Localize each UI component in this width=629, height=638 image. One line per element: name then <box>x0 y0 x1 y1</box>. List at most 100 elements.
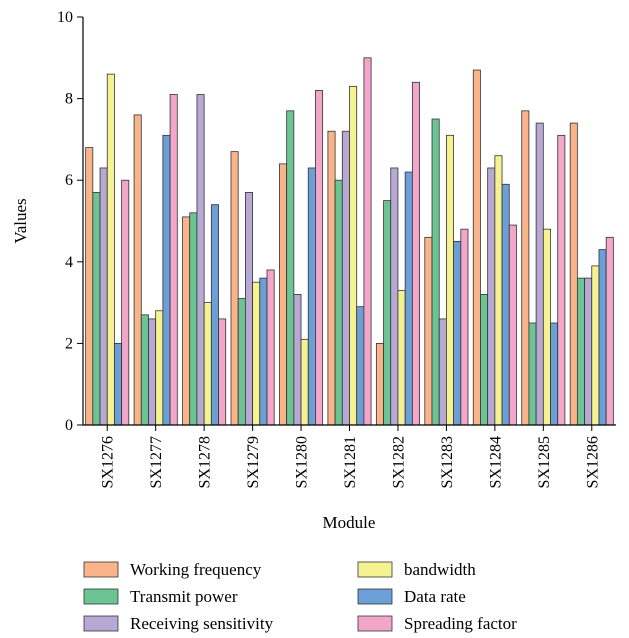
y-tick-label: 10 <box>57 9 73 26</box>
legend-swatch-spreading-factor <box>357 615 393 632</box>
bar-sx1286-receiving-sensitivity <box>584 277 593 426</box>
bar-sx1278-bandwidth <box>203 302 212 426</box>
bar-sx1283-data-rate <box>453 240 462 426</box>
legend-label-spreading-factor: Spreading factor <box>404 614 517 633</box>
bar-sx1281-working-frequency <box>327 130 336 426</box>
bar-sx1278-receiving-sensitivity <box>196 94 205 426</box>
x-axis-title: Module <box>323 513 376 532</box>
bar-sx1282-receiving-sensitivity <box>390 167 399 426</box>
bar-sx1282-bandwidth <box>397 289 406 426</box>
legend-label-bandwidth: bandwidth <box>404 560 476 579</box>
bar-sx1283-working-frequency <box>424 236 433 426</box>
bar-sx1279-working-frequency <box>230 151 239 426</box>
bar-sx1285-transmit-power <box>528 322 537 426</box>
bar-sx1283-transmit-power <box>431 118 440 426</box>
x-tick-label: SX1280 <box>294 436 311 488</box>
bar-sx1286-data-rate <box>598 249 607 426</box>
bar-sx1277-spreading-factor <box>169 94 178 426</box>
bar-sx1281-bandwidth <box>349 85 358 426</box>
bar-sx1285-spreading-factor <box>557 134 566 426</box>
legend-swatch-transmit-power <box>83 588 119 605</box>
bar-sx1283-spreading-factor <box>460 228 469 426</box>
bar-sx1277-receiving-sensitivity <box>148 318 157 426</box>
bar-sx1284-working-frequency <box>472 69 481 426</box>
bar-sx1278-working-frequency <box>182 216 191 426</box>
bar-sx1282-spreading-factor <box>411 81 420 426</box>
bar-sx1286-spreading-factor <box>605 236 614 426</box>
legend-label-data-rate: Data rate <box>404 587 466 606</box>
bars-group <box>85 57 614 426</box>
bar-sx1278-data-rate <box>210 204 219 426</box>
bar-sx1279-transmit-power <box>237 298 246 426</box>
bar-sx1285-data-rate <box>550 322 559 426</box>
y-tick-label: 2 <box>65 335 73 352</box>
x-tick-label: SX1281 <box>342 436 359 488</box>
legend-label-working-frequency: Working frequency <box>130 560 262 579</box>
bar-sx1280-working-frequency <box>279 163 288 426</box>
bar-sx1279-receiving-sensitivity <box>244 192 253 426</box>
bar-sx1284-transmit-power <box>480 294 489 426</box>
bar-sx1280-spreading-factor <box>315 90 324 426</box>
x-tick-label: SX1283 <box>439 436 456 488</box>
legend-swatch-working-frequency <box>83 561 119 578</box>
legend-swatch-receiving-sensitivity <box>83 615 119 632</box>
bar-sx1282-working-frequency <box>375 342 384 426</box>
bar-sx1284-bandwidth <box>494 155 503 426</box>
bar-sx1276-bandwidth <box>106 73 115 426</box>
x-tick-label: SX1284 <box>487 436 504 488</box>
x-tick-label: SX1279 <box>245 436 262 488</box>
bar-sx1285-receiving-sensitivity <box>535 122 544 426</box>
bar-sx1281-receiving-sensitivity <box>341 130 350 426</box>
x-ticks-group: SX1276 SX1277 SX1278 SX1279 SX1280 SX1281 SX12… <box>100 425 601 488</box>
bar-sx1280-receiving-sensitivity <box>293 294 302 426</box>
bar-sx1277-transmit-power <box>140 314 149 426</box>
y-tick-label: 4 <box>65 254 73 271</box>
x-tick-label: SX1282 <box>391 436 408 488</box>
bar-sx1286-bandwidth <box>591 265 600 426</box>
bar-sx1281-data-rate <box>356 306 365 426</box>
bar-sx1281-spreading-factor <box>363 57 372 426</box>
bar-sx1281-transmit-power <box>334 179 343 426</box>
bar-sx1277-working-frequency <box>133 114 142 426</box>
bar-sx1284-spreading-factor <box>508 224 517 426</box>
legend-label-transmit-power: Transmit power <box>130 587 238 606</box>
legend-swatch-data-rate <box>357 588 393 605</box>
bar-sx1279-spreading-factor <box>266 269 275 426</box>
bar-sx1276-spreading-factor <box>121 179 130 426</box>
bar-sx1277-data-rate <box>162 134 171 426</box>
bar-sx1280-bandwidth <box>300 338 309 426</box>
y-tick-label: 6 <box>65 172 73 189</box>
y-tick-label: 0 <box>65 417 73 434</box>
bar-sx1284-receiving-sensitivity <box>487 167 496 426</box>
bar-sx1278-spreading-factor <box>218 318 227 426</box>
bar-sx1276-working-frequency <box>85 147 94 426</box>
bar-sx1286-transmit-power <box>576 277 585 426</box>
bar-sx1276-transmit-power <box>92 192 101 426</box>
bar-sx1279-data-rate <box>259 277 268 426</box>
x-tick-label: SX1276 <box>100 436 117 488</box>
bar-sx1278-transmit-power <box>189 212 198 426</box>
x-tick-label: SX1285 <box>536 436 553 488</box>
bar-sx1277-bandwidth <box>155 310 164 426</box>
bar-sx1286-working-frequency <box>569 122 578 426</box>
bar-sx1283-receiving-sensitivity <box>438 318 447 426</box>
x-tick-label: SX1278 <box>197 436 214 488</box>
x-tick-label: SX1277 <box>148 436 165 488</box>
legend-label-receiving-sensitivity: Receiving sensitivity <box>130 614 274 633</box>
legend-swatch-bandwidth <box>357 561 393 578</box>
bar-sx1283-bandwidth <box>446 134 455 426</box>
bar-sx1282-data-rate <box>404 171 413 426</box>
legend: Working frequency Transmit power Receiving… <box>83 560 517 633</box>
bar-sx1280-transmit-power <box>286 110 295 426</box>
y-tick-label: 8 <box>65 91 73 108</box>
bar-sx1285-working-frequency <box>521 110 530 426</box>
x-tick-label: SX1286 <box>584 436 601 488</box>
y-axis-title: Values <box>11 198 30 243</box>
bar-sx1282-transmit-power <box>383 200 392 426</box>
bar-sx1276-data-rate <box>114 342 123 426</box>
y-ticks-group: 0 2 4 6 8 10 <box>57 9 83 434</box>
bar-sx1279-bandwidth <box>252 281 261 426</box>
bar-sx1285-bandwidth <box>542 228 551 426</box>
bar-sx1280-data-rate <box>307 167 316 426</box>
